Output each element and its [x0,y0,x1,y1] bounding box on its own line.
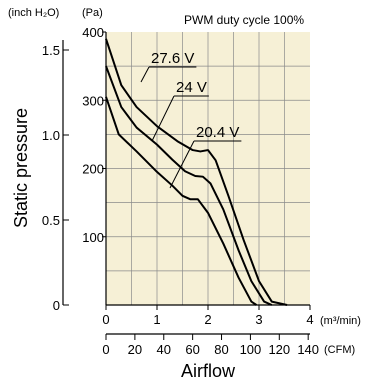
y-axis-title: Static pressure [11,108,31,228]
series-label-leader [169,140,195,189]
series-label: 20.4 V [196,124,239,141]
cfm-tick-label: 80 [214,342,228,357]
cfm-tick-label: 20 [128,342,142,357]
inch-tick-label: 0.5 [42,213,60,228]
x-tick-label: 2 [204,312,211,327]
chart-title: PWM duty cycle 100% [184,13,304,27]
series-line-24-V [105,65,273,306]
x-tick-label: 0 [102,312,109,327]
tick-labels: 0 1 2 3 40 20 40 60 80 100 120 14010020030040000.51… [42,25,319,357]
x-unit-primary: (m³/min) [320,315,361,327]
series-label: 24 V [176,79,207,96]
inch-tick-label: 0 [53,298,60,313]
series-line-20-4-V [105,96,258,306]
y-tick-label: 200 [82,162,104,177]
series-label: 27.6 V [151,50,194,67]
cfm-tick-label: 120 [268,342,290,357]
x-tick-label: 1 [153,312,160,327]
x-unit-secondary: (CFM) [324,344,355,356]
y-tick-label: 300 [82,93,104,108]
series-line-27-6-V [105,38,288,306]
cfm-tick-label: 100 [240,342,262,357]
inch-tick-label: 1.0 [42,128,60,143]
inch-tick-label: 1.5 [42,43,60,58]
cfm-tick-label: 0 [102,342,109,357]
series-label-leader [140,66,150,83]
y-tick-label: 400 [82,25,104,40]
y-tick-label: 100 [82,230,104,245]
y-unit-secondary: (inch H₂O) [8,7,59,19]
cfm-tick-label: 140 [297,342,319,357]
series-label-leader [151,95,175,142]
x-tick-label: 3 [255,312,262,327]
series-group [105,38,288,306]
x-tick-label: 4 [306,312,313,327]
x-axis-title: Airflow [181,361,236,381]
cfm-tick-label: 40 [157,342,171,357]
series-labels: 27.6 V 24 V 20.4 V [140,50,242,189]
cfm-tick-label: 60 [185,342,199,357]
y-unit-primary: (Pa) [82,7,103,19]
